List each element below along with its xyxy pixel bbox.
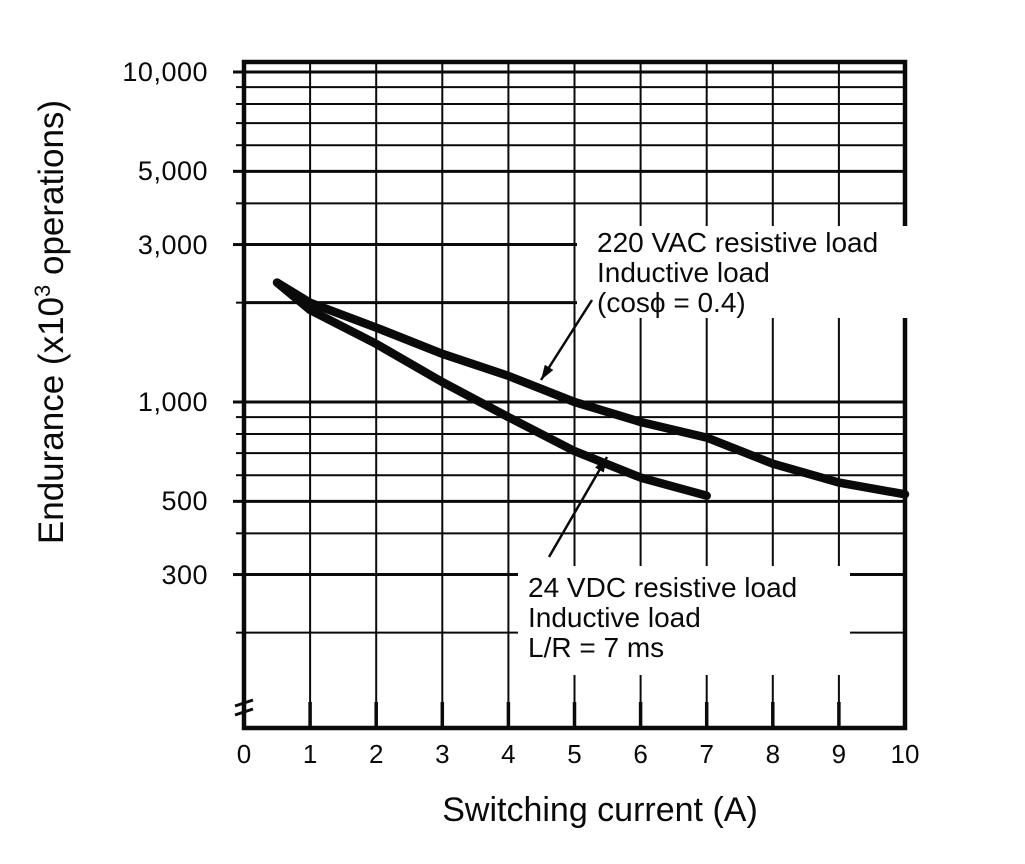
x-tick-label: 6 <box>633 739 648 769</box>
x-tick-label: 1 <box>302 739 318 769</box>
annotation-220vac: 220 VAC resistive load Inductive load (c… <box>577 226 938 318</box>
x-tick-label: 8 <box>765 739 781 769</box>
annotation-24vdc: 24 VDC resistive load Inductive load L/R… <box>518 566 850 675</box>
annotation-line: 220 VAC resistive load <box>597 227 879 258</box>
annotation-line: 24 VDC resistive load <box>528 572 798 603</box>
y-tick-label: 10,000 <box>122 57 208 87</box>
x-tick-label: 3 <box>435 739 450 769</box>
annotation-line: Inductive load <box>597 257 770 288</box>
x-tick-label: 7 <box>699 739 714 769</box>
x-tick-label: 9 <box>831 739 847 769</box>
y-tick-label: 1,000 <box>137 387 208 417</box>
y-tick-label: 500 <box>161 486 208 517</box>
x-tick-label: 4 <box>501 739 516 769</box>
annotation-line: L/R = 7 ms <box>528 632 665 663</box>
y-tick-label: 3,000 <box>137 229 208 260</box>
annotation-line: (cosϕ = 0.4) <box>597 287 746 318</box>
y-tick-label: 300 <box>161 559 208 590</box>
x-tick-label: 2 <box>368 739 384 769</box>
x-tick-label: 5 <box>567 739 582 769</box>
x-axis-title: Switching current (A) <box>442 791 758 829</box>
x-tick-label: 0 <box>236 739 252 769</box>
x-tick-label: 10 <box>890 739 920 769</box>
y-tick-label: 5,000 <box>137 156 208 187</box>
annotation-line: Inductive load <box>528 602 701 633</box>
superscript: 3 <box>30 284 55 297</box>
